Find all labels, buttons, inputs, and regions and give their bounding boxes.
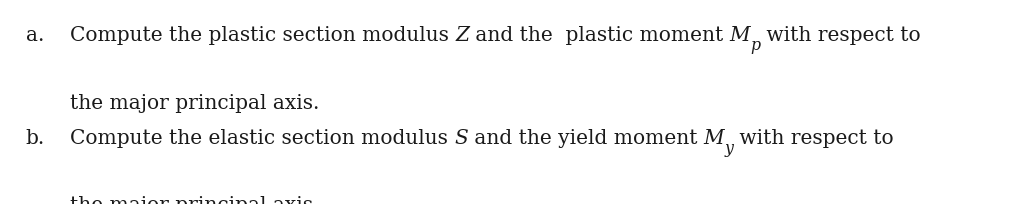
Text: b.: b. bbox=[26, 128, 45, 147]
Text: Z: Z bbox=[455, 26, 469, 45]
Text: M: M bbox=[730, 26, 751, 45]
Text: and the  plastic moment: and the plastic moment bbox=[469, 26, 730, 45]
Text: a.: a. bbox=[26, 26, 44, 45]
Text: the major principal axis.: the major principal axis. bbox=[70, 195, 319, 204]
Text: Compute the elastic section modulus: Compute the elastic section modulus bbox=[70, 128, 454, 147]
Text: p: p bbox=[751, 37, 760, 54]
Text: M: M bbox=[703, 128, 724, 147]
Text: S: S bbox=[454, 128, 468, 147]
Text: with respect to: with respect to bbox=[733, 128, 893, 147]
Text: Compute the plastic section modulus: Compute the plastic section modulus bbox=[70, 26, 455, 45]
Text: with respect to: with respect to bbox=[760, 26, 921, 45]
Text: y: y bbox=[724, 139, 733, 156]
Text: and the yield moment: and the yield moment bbox=[468, 128, 703, 147]
Text: the major principal axis.: the major principal axis. bbox=[70, 93, 319, 112]
